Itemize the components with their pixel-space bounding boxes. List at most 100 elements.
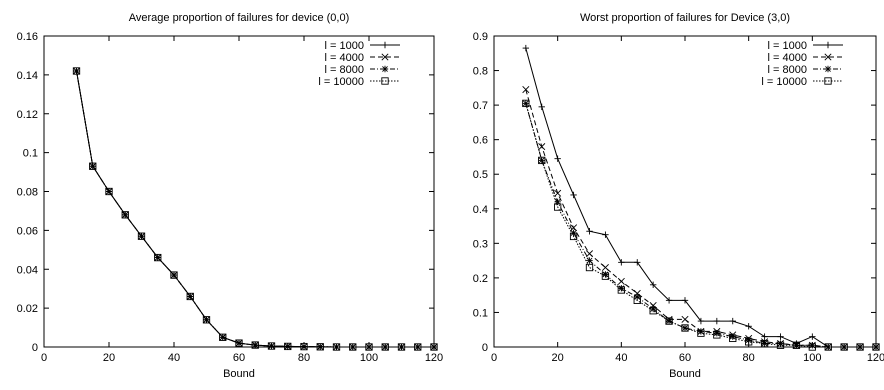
legend-label: l = 1000	[325, 40, 364, 52]
data-point	[170, 271, 178, 279]
data-point	[72, 67, 81, 75]
data-point	[89, 162, 97, 170]
data-point	[154, 253, 162, 262]
data-point	[585, 250, 594, 258]
data-point	[809, 333, 816, 340]
x-tick-label: 20	[103, 352, 115, 364]
data-point	[633, 289, 641, 297]
data-point	[776, 341, 785, 349]
data-point	[569, 232, 578, 241]
series-line	[76, 70, 434, 348]
series-2	[522, 86, 880, 351]
data-point	[570, 191, 577, 199]
data-point	[554, 155, 561, 162]
data-point	[745, 323, 752, 330]
data-point	[649, 305, 657, 313]
x-axis-label: Bound	[669, 368, 701, 380]
y-tick-label: 0.02	[17, 303, 38, 315]
x-tick-label: 40	[168, 352, 180, 364]
data-point	[601, 272, 610, 280]
data-point	[761, 333, 768, 340]
chart-panel-worst: Worst proportion of failures for Device …	[473, 12, 884, 380]
data-point	[665, 297, 673, 304]
y-tick-label: 0.14	[17, 70, 38, 82]
legend-label: l = 4000	[325, 52, 364, 64]
x-tick-label: 80	[298, 352, 310, 364]
data-point	[522, 99, 530, 108]
data-point	[617, 277, 625, 285]
data-point	[856, 343, 864, 351]
y-tick-label: 0	[482, 342, 488, 354]
y-tick-label: 0.3	[473, 238, 488, 250]
data-point	[235, 339, 243, 347]
y-tick-label: 0.7	[473, 100, 488, 112]
series-line	[76, 70, 434, 348]
y-tick-label: 0.08	[17, 187, 38, 199]
data-point	[316, 343, 324, 351]
data-point	[522, 86, 530, 94]
data-point	[713, 317, 721, 325]
data-point	[681, 297, 689, 304]
y-tick-label: 0.16	[17, 31, 38, 43]
data-point	[398, 343, 405, 351]
data-point	[397, 343, 406, 351]
y-tick-label: 0.9	[473, 31, 488, 43]
x-tick-label: 120	[425, 352, 443, 364]
data-point	[251, 341, 259, 349]
data-point	[761, 340, 768, 347]
data-point	[522, 100, 530, 107]
y-tick-label: 0.2	[473, 273, 488, 285]
data-point	[793, 342, 800, 349]
data-point	[633, 296, 641, 304]
legend-marker	[381, 77, 389, 85]
data-point	[713, 331, 721, 339]
data-point	[235, 339, 243, 347]
data-point	[538, 103, 545, 111]
data-point	[154, 254, 161, 261]
data-point	[585, 263, 594, 272]
data-point	[697, 329, 705, 337]
data-point	[73, 67, 80, 75]
data-point	[809, 342, 816, 349]
data-point	[121, 211, 129, 219]
data-point	[617, 286, 625, 294]
data-point	[105, 187, 113, 196]
x-tick-label: 40	[615, 352, 627, 364]
y-tick-label: 0.04	[17, 264, 38, 276]
x-tick-label: 80	[743, 352, 755, 364]
data-point	[649, 307, 657, 315]
chart-title: Worst proportion of failures for Device …	[580, 12, 790, 24]
data-point	[792, 341, 801, 349]
data-point	[824, 343, 832, 351]
legend-label: l = 10000	[318, 76, 364, 88]
data-point	[138, 233, 145, 240]
x-tick-label: 60	[679, 352, 691, 364]
legend-marker	[824, 77, 832, 85]
data-point	[202, 316, 211, 324]
plot-frame	[43, 35, 435, 348]
y-tick-label: 0	[32, 342, 38, 354]
data-point	[681, 315, 689, 323]
data-point	[137, 232, 146, 240]
data-point	[538, 157, 545, 164]
legend-label: l = 8000	[325, 64, 364, 76]
y-tick-label: 0.5	[473, 169, 488, 181]
data-point	[586, 228, 593, 235]
data-point	[649, 281, 657, 288]
x-tick-label: 20	[552, 352, 564, 364]
data-point	[349, 343, 356, 351]
series-4	[72, 67, 438, 351]
data-point	[681, 324, 689, 332]
data-point	[808, 343, 816, 351]
data-point	[681, 324, 689, 332]
legend-marker	[824, 53, 832, 61]
data-point	[300, 342, 308, 351]
series-1	[73, 67, 438, 351]
data-point	[332, 343, 341, 351]
y-tick-label: 0.4	[473, 204, 488, 216]
data-point	[665, 317, 673, 325]
